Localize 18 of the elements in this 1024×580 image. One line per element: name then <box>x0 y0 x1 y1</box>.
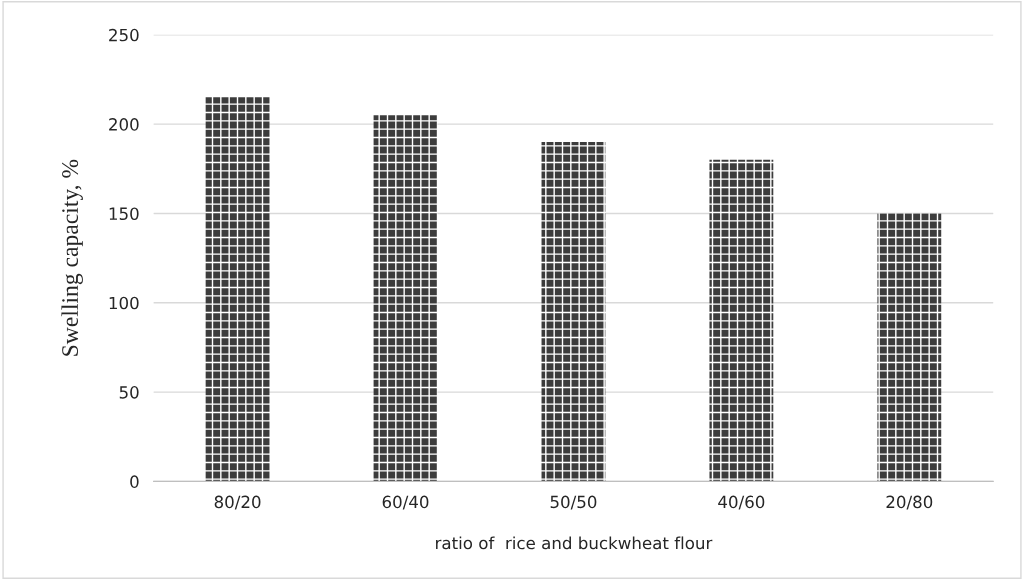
y-tick-label: 250 <box>109 28 139 42</box>
y-tick-label: 100 <box>109 296 139 310</box>
y-tick-label: 50 <box>119 386 139 399</box>
x-tick-label: 60/40 <box>382 495 429 510</box>
bar <box>373 115 438 482</box>
x-tick-label: 80/20 <box>214 495 261 510</box>
bar <box>541 141 606 482</box>
y-axis-title: Swelling capacity, % <box>61 159 83 356</box>
x-tick-label: 40/60 <box>718 495 765 510</box>
y-tick-label: 150 <box>109 207 139 221</box>
y-tick-label: 200 <box>109 118 139 131</box>
bar <box>877 213 942 482</box>
x-tick-label: 20/80 <box>886 495 933 510</box>
bar <box>205 97 270 482</box>
x-axis-title: ratio of rice and buckwheat flour <box>436 536 713 550</box>
x-tick-label: 50/50 <box>550 495 597 510</box>
y-tick-label: 0 <box>130 475 139 488</box>
bar <box>709 159 774 482</box>
